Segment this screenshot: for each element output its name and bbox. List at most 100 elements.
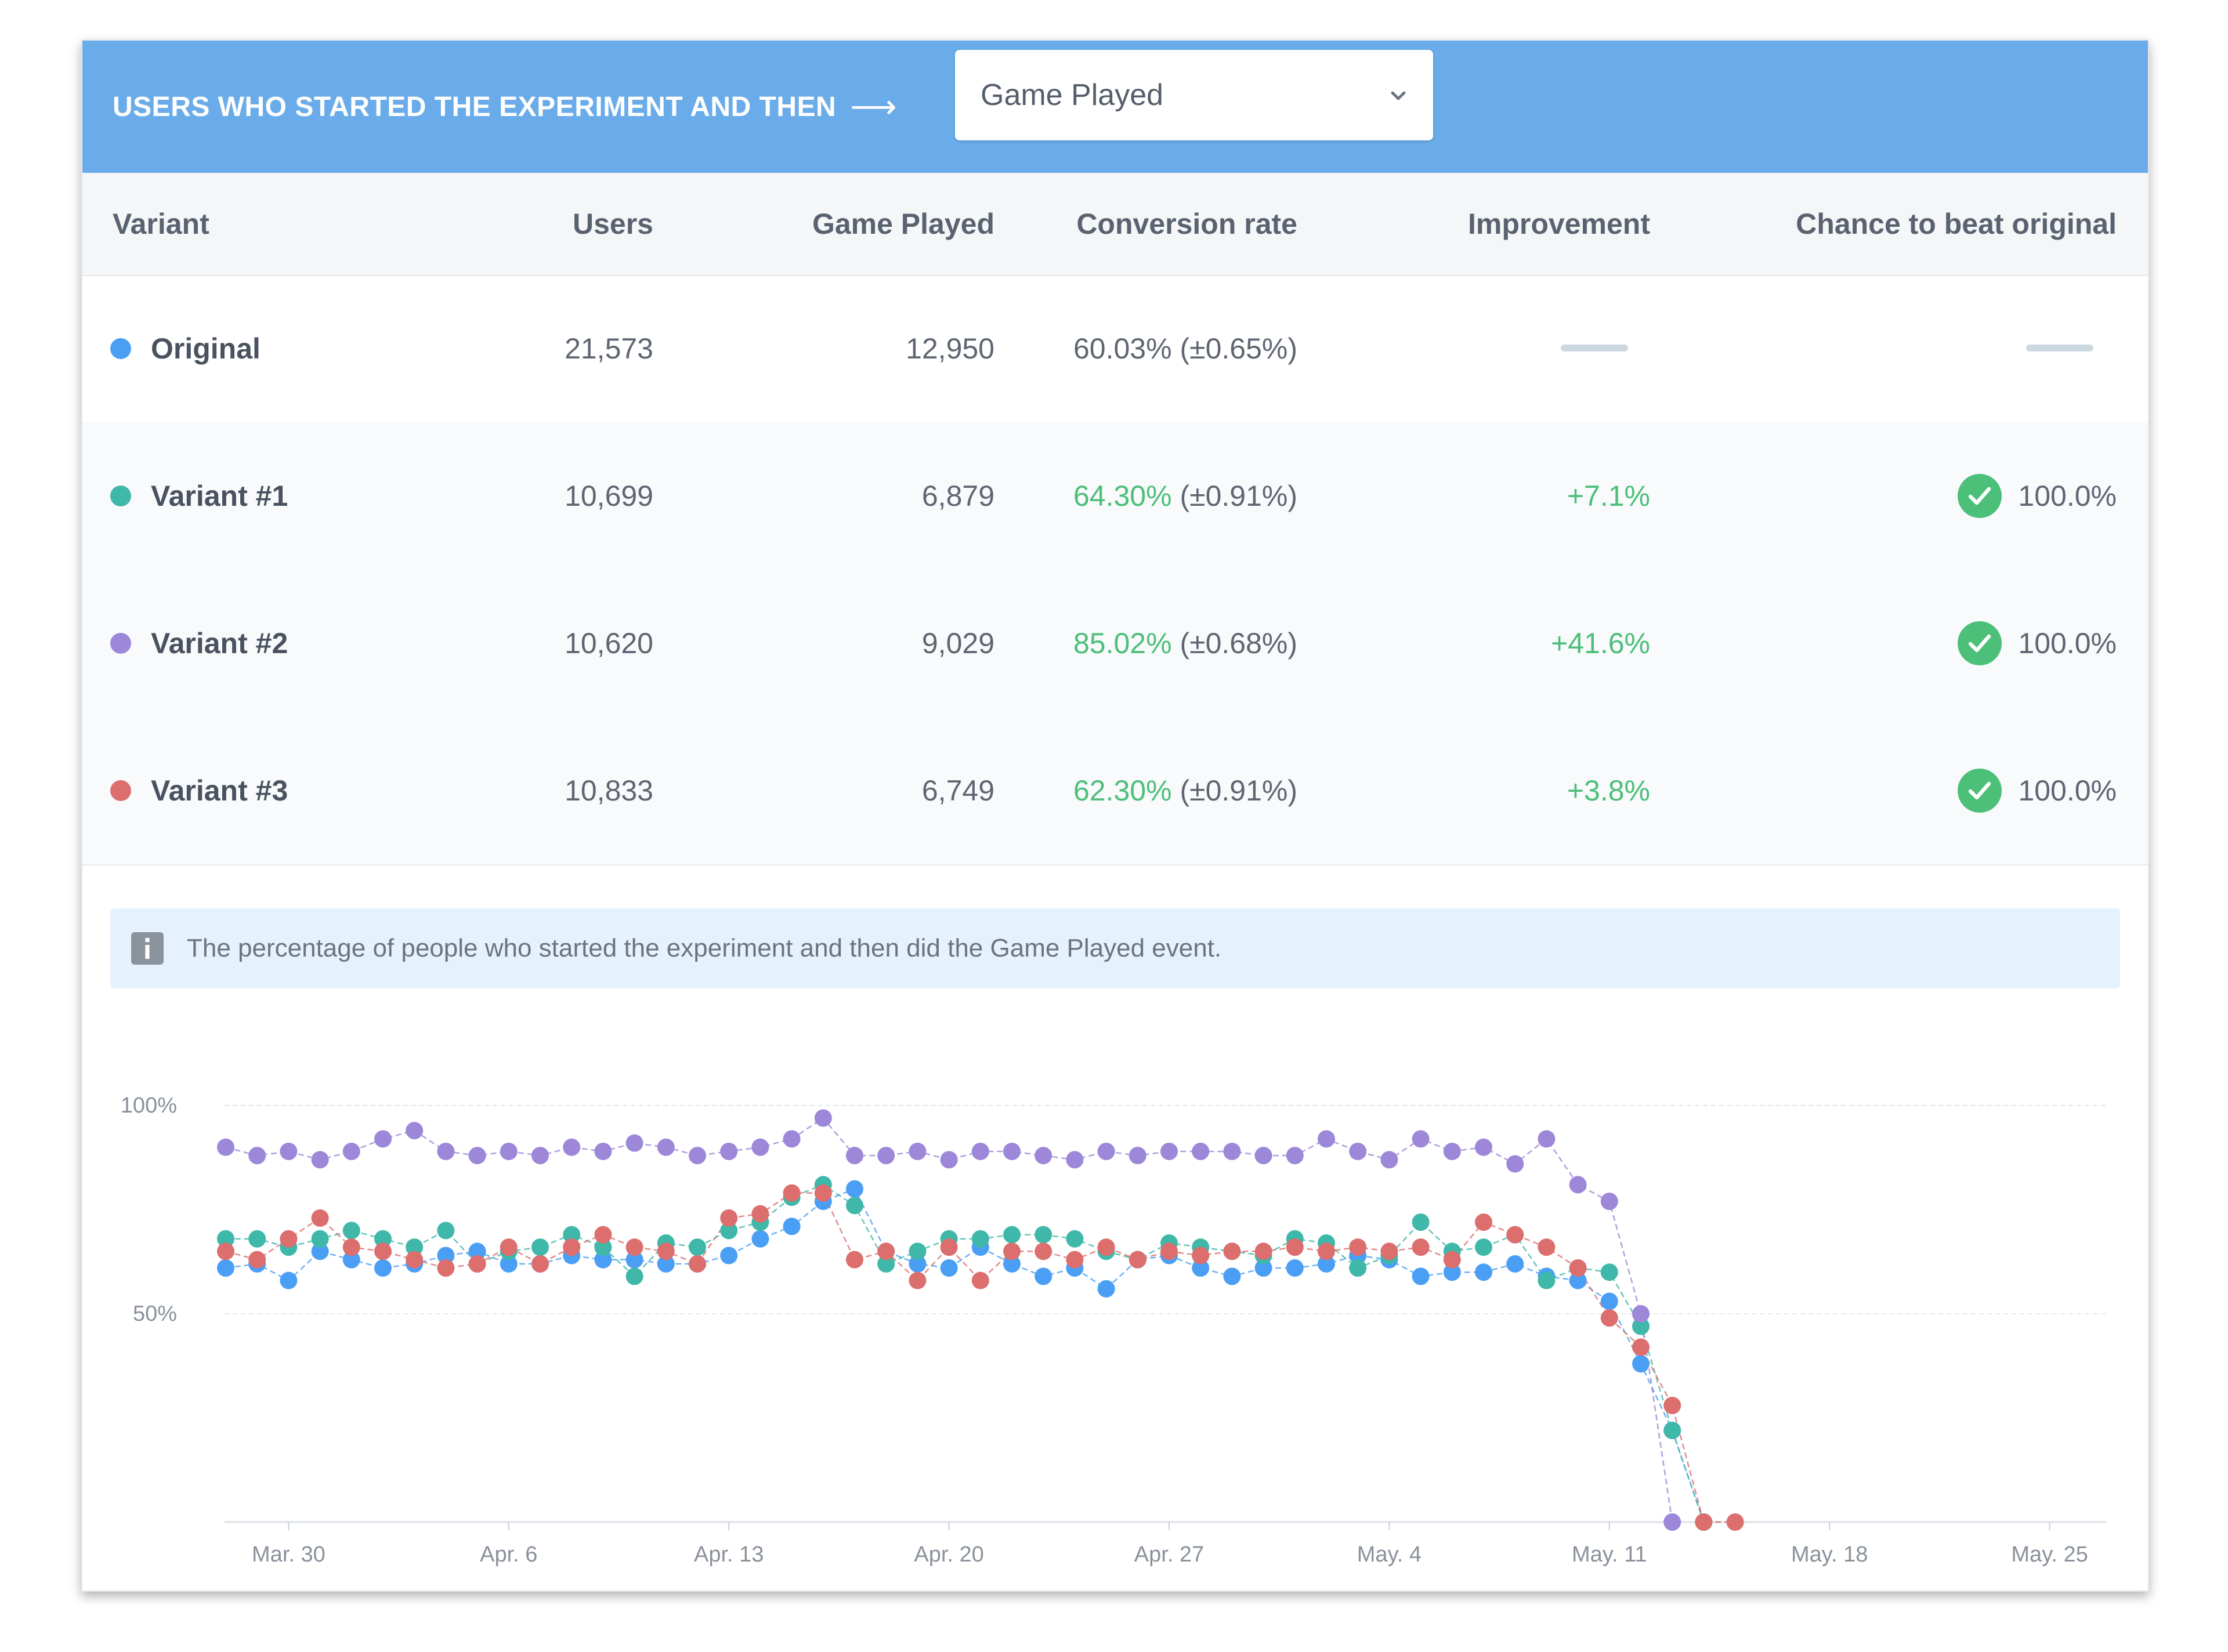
- data-point: [1600, 1193, 1618, 1211]
- data-point: [248, 1230, 266, 1248]
- data-point: [751, 1138, 769, 1156]
- data-point: [846, 1251, 863, 1269]
- data-point: [1380, 1151, 1398, 1169]
- data-point: [594, 1226, 612, 1244]
- data-point: [1318, 1255, 1335, 1273]
- data-point: [1538, 1238, 1556, 1256]
- table-row[interactable]: Variant #3 10,833 6,749 62.30% (±0.91%) …: [82, 717, 2148, 865]
- data-point: [689, 1255, 706, 1273]
- column-header-chance: Chance to beat original: [1796, 208, 2117, 240]
- info-text: The percentage of people who started the…: [187, 934, 1222, 962]
- data-point: [1726, 1513, 1744, 1531]
- data-point: [625, 1251, 643, 1269]
- data-point: [1223, 1267, 1241, 1285]
- chance-value: 100.0%: [2018, 627, 2117, 660]
- data-point: [563, 1226, 581, 1244]
- data-point: [406, 1251, 424, 1269]
- data-point: [1569, 1259, 1587, 1277]
- data-point: [500, 1238, 518, 1256]
- data-point: [909, 1255, 927, 1273]
- x-tick-label: May. 18: [1791, 1542, 1868, 1567]
- data-point: [1506, 1255, 1524, 1273]
- column-header-improvement: Improvement: [1468, 208, 1650, 240]
- variant-name: Variant #3: [151, 774, 288, 807]
- data-point: [1286, 1238, 1304, 1256]
- data-point: [1003, 1142, 1021, 1160]
- data-point: [877, 1255, 895, 1273]
- variant-name: Variant #2: [151, 627, 288, 660]
- column-header-conversion-rate: Conversion rate: [1076, 208, 1297, 240]
- x-tick-label: Apr. 20: [914, 1542, 983, 1567]
- variant-color-dot: [110, 338, 131, 359]
- data-point: [1254, 1147, 1272, 1165]
- rate-value: 62.30%: [1073, 774, 1172, 807]
- data-point: [1632, 1338, 1650, 1356]
- data-point: [846, 1147, 863, 1165]
- series-line: [226, 1184, 1705, 1523]
- data-point: [1663, 1513, 1681, 1531]
- data-point: [1412, 1238, 1430, 1256]
- data-point: [1632, 1355, 1650, 1373]
- data-point: [500, 1142, 518, 1160]
- data-point: [1192, 1247, 1210, 1265]
- info-icon: [131, 932, 164, 965]
- improvement-value: +41.6%: [1551, 627, 1650, 660]
- data-point: [1097, 1238, 1115, 1256]
- data-point: [625, 1267, 643, 1285]
- data-point: [1318, 1130, 1335, 1148]
- data-point: [1506, 1155, 1524, 1173]
- data-point: [909, 1271, 927, 1289]
- data-point: [374, 1242, 392, 1260]
- data-point: [468, 1255, 486, 1273]
- data-point: [720, 1142, 738, 1160]
- data-point: [625, 1134, 643, 1152]
- check-circle-icon: [1958, 474, 2002, 518]
- data-point: [814, 1184, 832, 1202]
- data-point: [248, 1251, 266, 1269]
- y-tick-label: 50%: [133, 1302, 177, 1326]
- data-point: [1412, 1213, 1430, 1231]
- data-point: [1663, 1396, 1681, 1414]
- chance-value: 100.0%: [2018, 774, 2117, 807]
- data-point: [311, 1151, 329, 1169]
- margin-value: (±0.91%): [1180, 774, 1297, 807]
- data-point: [909, 1142, 927, 1160]
- column-header-events: Game Played: [812, 208, 994, 240]
- data-point: [1443, 1251, 1461, 1269]
- data-point: [1254, 1259, 1272, 1277]
- data-point: [751, 1205, 769, 1223]
- data-point: [940, 1259, 958, 1277]
- x-tick-label: May. 11: [1572, 1542, 1647, 1567]
- data-point: [1475, 1138, 1492, 1156]
- data-point: [1443, 1142, 1461, 1160]
- info-banner: The percentage of people who started the…: [110, 908, 2120, 988]
- data-point: [657, 1242, 675, 1260]
- data-point: [1223, 1142, 1241, 1160]
- events-value: 9,029: [921, 627, 994, 660]
- rate-value: 64.30%: [1073, 480, 1172, 512]
- conversion-rate-value: 62.30% (±0.91%): [1073, 717, 1297, 864]
- table-row[interactable]: Variant #2 10,620 9,029 85.02% (±0.68%) …: [82, 570, 2148, 718]
- data-point: [1097, 1142, 1115, 1160]
- event-select[interactable]: Game Played: [955, 50, 1433, 140]
- data-point: [1286, 1259, 1304, 1277]
- data-point: [751, 1230, 769, 1248]
- conversion-rate-value: 85.02% (±0.68%): [1073, 570, 1297, 717]
- table-header: Variant Users Game Played Conversion rat…: [82, 173, 2148, 276]
- data-point: [531, 1238, 549, 1256]
- data-point: [689, 1147, 706, 1165]
- improvement-value: +7.1%: [1567, 480, 1650, 512]
- table-row[interactable]: Variant #1 10,699 6,879 64.30% (±0.91%) …: [82, 422, 2148, 571]
- users-value: 10,699: [565, 480, 653, 512]
- data-point: [877, 1242, 895, 1260]
- data-point: [877, 1147, 895, 1165]
- variant-name: Original: [151, 332, 261, 365]
- data-point: [1035, 1267, 1052, 1285]
- data-point: [720, 1222, 738, 1240]
- conversion-rate-value: 60.03% (±0.65%): [1073, 275, 1297, 422]
- data-point: [311, 1230, 329, 1248]
- data-point: [217, 1259, 234, 1277]
- data-point: [971, 1230, 989, 1248]
- column-header-variant: Variant: [113, 208, 209, 240]
- events-value: 12,950: [906, 332, 994, 365]
